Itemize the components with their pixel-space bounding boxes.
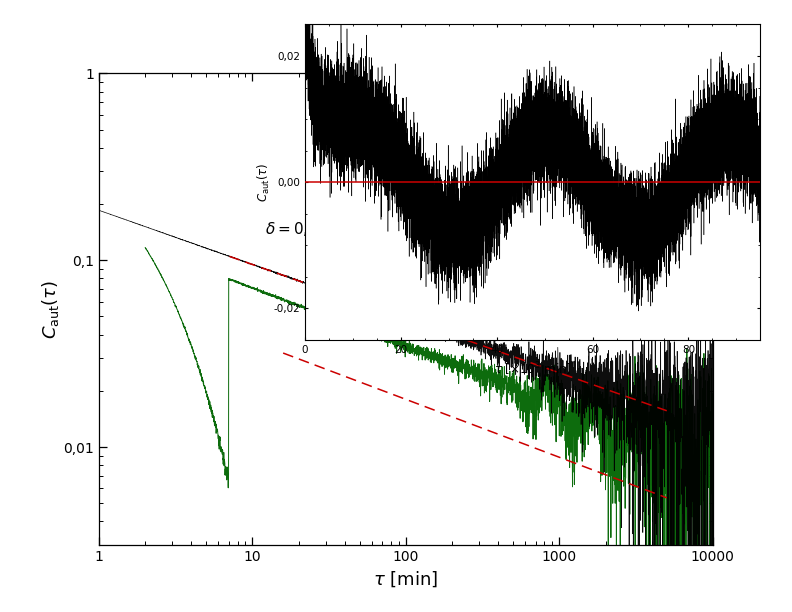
- X-axis label: $\tau$ [min]: $\tau$ [min]: [373, 569, 439, 589]
- Y-axis label: $C_{\mathrm{aut}}(\tau)$: $C_{\mathrm{aut}}(\tau)$: [256, 162, 272, 202]
- Text: $\delta = 0{,}31$: $\delta = 0{,}31$: [314, 291, 376, 308]
- Y-axis label: $C_{\mathrm{aut}}(\tau)$: $C_{\mathrm{aut}}(\tau)$: [40, 280, 61, 338]
- X-axis label: $\tau\ [\times 10^3\ \mathrm{min}]$: $\tau\ [\times 10^3\ \mathrm{min}]$: [494, 360, 571, 378]
- Text: $\delta = 0{,}29$: $\delta = 0{,}29$: [265, 220, 327, 238]
